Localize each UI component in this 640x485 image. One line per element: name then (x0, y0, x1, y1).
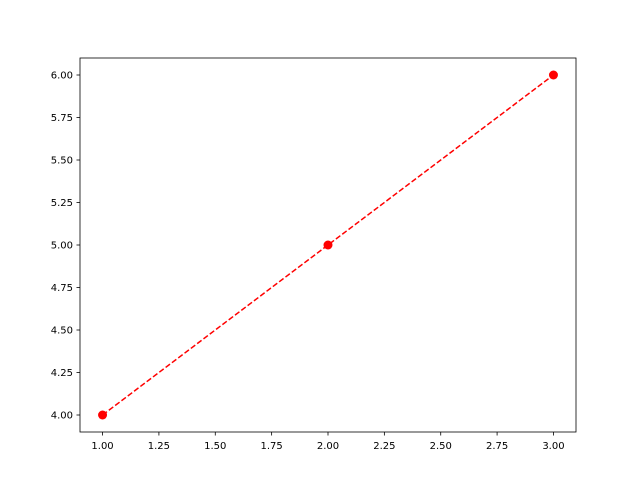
y-tick-label: 5.75 (51, 113, 73, 124)
x-tick-label: 3.00 (542, 441, 564, 452)
y-tick-label: 5.00 (51, 241, 73, 252)
data-point (548, 70, 558, 80)
y-tick-label: 6.00 (51, 71, 73, 82)
y-tick-label: 4.75 (51, 283, 73, 294)
series-line (102, 74, 554, 416)
data-point (98, 410, 108, 420)
y-tick-label: 5.25 (51, 198, 73, 209)
y-tick-label: 4.25 (51, 368, 73, 379)
x-tick-label: 2.00 (317, 441, 339, 452)
y-tick-label: 4.00 (51, 411, 73, 422)
x-tick-label: 1.75 (261, 441, 283, 452)
data-point (323, 240, 333, 250)
y-tick-label: 5.50 (51, 156, 73, 167)
x-tick-label: 2.50 (430, 441, 452, 452)
x-tick-label: 2.25 (373, 441, 395, 452)
x-tick-label: 2.75 (486, 441, 508, 452)
x-tick-label: 1.00 (91, 441, 113, 452)
x-tick-label: 1.50 (204, 441, 226, 452)
y-tick-label: 4.50 (51, 326, 73, 337)
x-tick-label: 1.25 (148, 441, 170, 452)
